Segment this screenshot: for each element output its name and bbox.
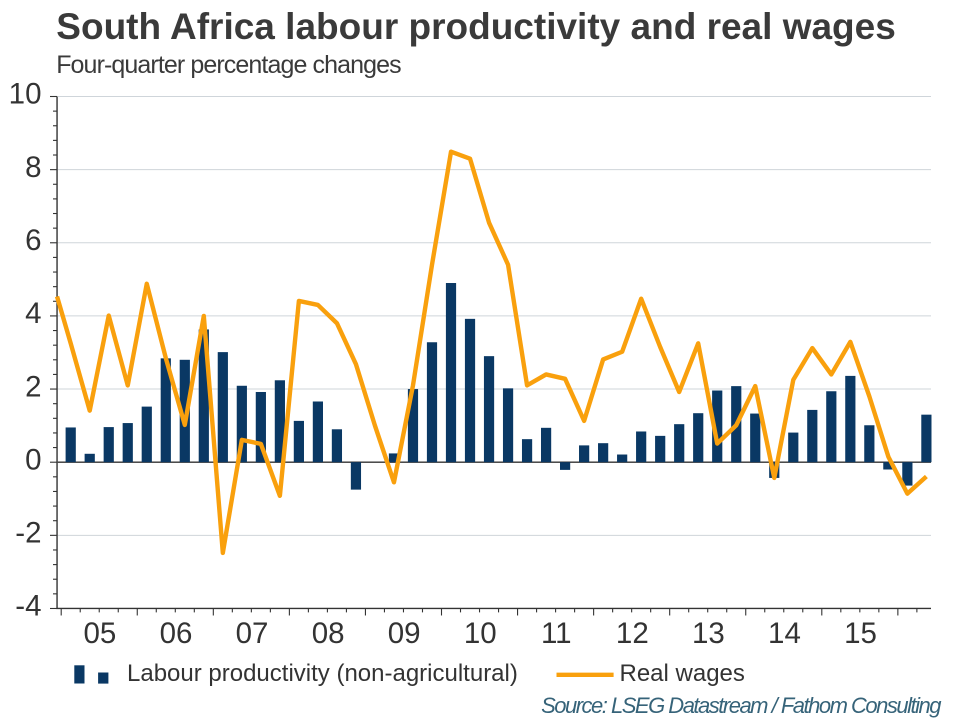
svg-text:06: 06 <box>160 617 193 650</box>
svg-text:10: 10 <box>9 78 42 111</box>
svg-text:South Africa labour productivi: South Africa labour productivity and rea… <box>56 6 896 47</box>
svg-text:Real wages: Real wages <box>620 660 745 687</box>
svg-text:Four-quarter percentage change: Four-quarter percentage changes <box>56 51 401 79</box>
svg-text:-4: -4 <box>15 590 41 623</box>
svg-text:Source: LSEG Datastream / Fath: Source: LSEG Datastream / Fathom Consult… <box>541 693 942 718</box>
svg-text:13: 13 <box>692 617 725 650</box>
svg-text:12: 12 <box>616 617 649 650</box>
svg-text:14: 14 <box>768 617 801 650</box>
svg-text:4: 4 <box>25 297 41 330</box>
svg-text:2: 2 <box>25 370 41 403</box>
svg-text:07: 07 <box>236 617 269 650</box>
svg-text:11: 11 <box>541 617 572 650</box>
svg-text:-2: -2 <box>15 517 41 550</box>
svg-text:6: 6 <box>25 224 41 257</box>
svg-text:15: 15 <box>844 617 877 650</box>
svg-text:09: 09 <box>388 617 421 650</box>
svg-text:08: 08 <box>312 617 345 650</box>
svg-text:05: 05 <box>84 617 117 650</box>
svg-text:10: 10 <box>464 617 497 650</box>
svg-text:Labour productivity (non-agric: Labour productivity (non-agricultural) <box>127 660 518 687</box>
svg-text:0: 0 <box>25 443 41 476</box>
svg-text:8: 8 <box>25 151 41 184</box>
